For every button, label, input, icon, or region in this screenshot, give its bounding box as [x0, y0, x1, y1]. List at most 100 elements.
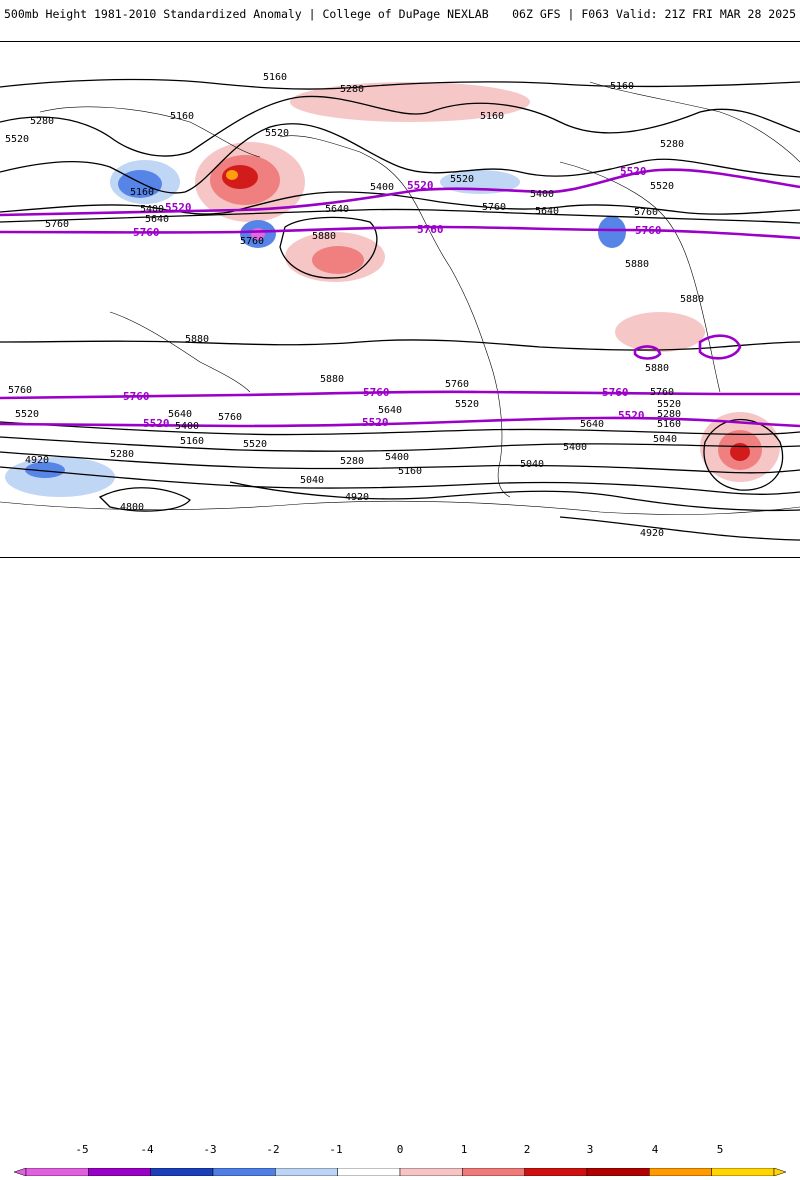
colorbar-tick-label: 3 — [586, 1143, 594, 1156]
purple-contour-label: 5520 — [362, 416, 389, 429]
contour-label: 4920 — [25, 455, 49, 466]
colorbar-scale — [13, 1161, 787, 1177]
colorbar-swatch — [586, 1167, 650, 1177]
contour-label: 5520 — [657, 399, 681, 410]
colorbar-swatch — [150, 1167, 214, 1177]
contour-label: 5400 — [385, 452, 409, 463]
colorbar-tick-label: 1 — [460, 1143, 468, 1156]
weather-map: 5160 5280 5160 5280 5160 5160 5520 5520 … — [0, 41, 800, 558]
contour-label: 5760 — [218, 412, 242, 423]
colorbar-swatch — [462, 1167, 525, 1177]
colorbar-swatch — [649, 1167, 712, 1177]
colorbar-swatch — [25, 1167, 89, 1177]
height-contours — [0, 78, 800, 541]
contour-label: 5280 — [660, 139, 684, 150]
purple-contour-label: 5520 — [165, 201, 192, 214]
contour-label: 5760 — [45, 219, 69, 230]
contour-label: 5880 — [625, 259, 649, 270]
contour-label: 5520 — [455, 399, 479, 410]
purple-contour-label: 5760 — [133, 226, 160, 239]
purple-contour-label: 5760 — [602, 386, 629, 399]
purple-contour-label: 5760 — [635, 224, 662, 237]
contour-label: 5640 — [580, 419, 604, 430]
contour-label: 5280 — [30, 116, 54, 127]
colorbar-swatch — [337, 1167, 401, 1177]
purple-contour-label: 5520 — [618, 409, 645, 422]
contour-label: 5880 — [645, 363, 669, 374]
contour-label: 5400 — [563, 442, 587, 453]
contour-label: 5760 — [650, 387, 674, 398]
colorbar-tick-label: 5 — [716, 1143, 724, 1156]
contour-label: 4920 — [640, 528, 664, 539]
contour-label: 5280 — [340, 456, 364, 467]
contour-label: 5880 — [680, 294, 704, 305]
colorbar-tick-label: 4 — [651, 1143, 659, 1156]
colorbar-tick-label: -2 — [266, 1143, 280, 1156]
contour-label: 5400 — [530, 189, 554, 200]
contour-label: 5040 — [520, 459, 544, 470]
contour-label: 5640 — [535, 206, 559, 217]
contour-label: 5160 — [180, 436, 204, 447]
purple-contour-label: 5520 — [620, 165, 647, 178]
contour-label: 4800 — [120, 502, 144, 513]
colorbar-tick-label: 0 — [396, 1143, 404, 1156]
contour-label: 5640 — [168, 409, 192, 420]
contour-label: 5280 — [657, 409, 681, 420]
contour-label: 5640 — [378, 405, 402, 416]
contour-label: 5520 — [450, 174, 474, 185]
colorbar-swatch — [275, 1167, 338, 1177]
contour-label: 5160 — [657, 419, 681, 430]
colorbar-swatch — [212, 1167, 276, 1177]
contour-label: 5760 — [445, 379, 469, 390]
colorbar-tick-label: -5 — [75, 1143, 89, 1156]
contour-label: 5760 — [8, 385, 32, 396]
colorbar-tick-label: -4 — [140, 1143, 154, 1156]
contour-label: 5880 — [312, 231, 336, 242]
colorbar-swatch — [524, 1167, 588, 1177]
model-run-title: 06Z GFS | F063 Valid: 21Z FRI MAR 28 202… — [512, 7, 796, 21]
purple-contour-label: 5760 — [363, 386, 390, 399]
contour-label: 5880 — [320, 374, 344, 385]
contour-label: 5760 — [482, 202, 506, 213]
colorbar-max-arrow — [773, 1167, 787, 1177]
purple-contour-label: 5760 — [123, 390, 150, 403]
map-title: 500mb Height 1981-2010 Standardized Anom… — [4, 7, 489, 21]
contour-label: 5040 — [653, 434, 677, 445]
contour-label: 5760 — [634, 207, 658, 218]
map-canvas: 5160 5280 5160 5280 5160 5160 5520 5520 … — [0, 72, 800, 541]
contour-label: 5160 — [263, 72, 287, 83]
colorbar: -5 -4 -3 -2 -1 0 1 2 3 4 5 — [0, 570, 800, 1177]
contour-label: 5520 — [5, 134, 29, 145]
colorbar-swatch — [711, 1167, 775, 1177]
contour-label: 5160 — [610, 81, 634, 92]
colorbar-tick-label: -3 — [203, 1143, 217, 1156]
coastlines — [0, 81, 800, 515]
purple-contour-label: 5760 — [417, 223, 444, 236]
contour-label: 5160 — [398, 466, 422, 477]
contour-label: 5400 — [140, 204, 164, 215]
contour-label: 5280 — [110, 449, 134, 460]
contour-label: 5520 — [243, 439, 267, 450]
reference-contours — [0, 168, 800, 428]
colorbar-tick-label: 2 — [523, 1143, 531, 1156]
purple-contour-label: 5520 — [407, 179, 434, 192]
contour-label: 5520 — [650, 181, 674, 192]
colorbar-min-arrow — [13, 1167, 27, 1177]
contour-label: 5040 — [300, 475, 324, 486]
contour-label: 5160 — [480, 111, 504, 122]
colorbar-swatch — [88, 1167, 151, 1177]
contour-label: 5160 — [130, 187, 154, 198]
header: 500mb Height 1981-2010 Standardized Anom… — [0, 0, 800, 30]
contour-label: 5400 — [175, 421, 199, 432]
contour-labels: 5160 5280 5160 5280 5160 5160 5520 5520 … — [5, 72, 704, 539]
contour-label: 5520 — [15, 409, 39, 420]
contour-label: 4920 — [345, 492, 369, 503]
contour-label: 5640 — [325, 204, 349, 215]
contour-label: 5880 — [185, 334, 209, 345]
purple-contour-label: 5520 — [143, 417, 170, 430]
contour-label: 5520 — [265, 128, 289, 139]
contour-label: 5280 — [340, 84, 364, 95]
contour-label: 5760 — [240, 236, 264, 247]
contour-label: 5400 — [370, 182, 394, 193]
contour-label: 5160 — [170, 111, 194, 122]
